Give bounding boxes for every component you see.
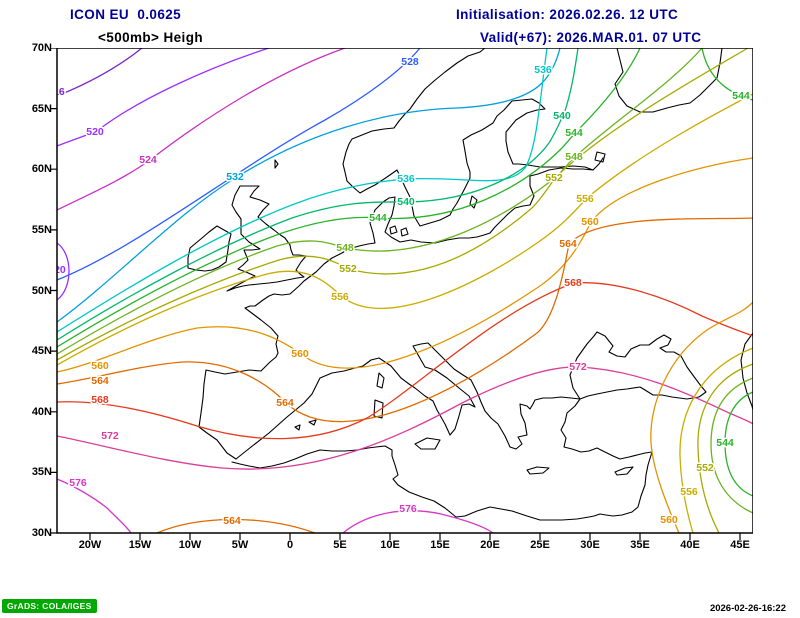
creation-timestamp: 2026-02-26-16:22 <box>709 603 786 614</box>
contour-label: 528 <box>401 56 419 68</box>
coastline-uk-ireland-islands <box>187 151 634 476</box>
contour-label: 564 <box>559 238 577 250</box>
coastline-atlantic-baltic-scandinavia <box>198 48 753 460</box>
contour-576-southwest-line <box>57 478 132 533</box>
contour-label: 532 <box>226 171 244 183</box>
contour-524-line <box>57 48 346 211</box>
model-title: ICON EU 0.0625 <box>70 7 182 22</box>
contour-label: 544 <box>716 437 734 449</box>
contour-568-line <box>57 282 753 440</box>
lon-label-15w: 15W <box>128 539 152 551</box>
contour-label: 576 <box>399 503 417 515</box>
contour-552-line <box>57 48 749 361</box>
contour-label: 560 <box>660 514 678 526</box>
lon-label-20e: 20E <box>480 539 500 551</box>
contour-548-east-cutoff <box>710 377 753 514</box>
contour-label: 560 <box>291 348 309 360</box>
contour-label: 544 <box>732 90 750 102</box>
contour-label: 552 <box>696 462 714 474</box>
contour-label: 564 <box>276 397 294 409</box>
contour-544-northeast-arc <box>701 48 753 101</box>
lat-label-30n: 30N <box>31 527 52 539</box>
contour-544-east-cutoff <box>724 391 753 497</box>
lat-label-50n: 50N <box>31 285 52 297</box>
contour-label: 540 <box>553 110 571 122</box>
lon-label-35e: 35E <box>630 539 650 551</box>
map-frame <box>56 48 753 534</box>
grads-brand-badge: GrADS: COLA/IGES <box>2 599 97 613</box>
contour-label: 552 <box>339 263 357 275</box>
contour-560-southeast-line <box>650 301 753 533</box>
lon-label-10e: 10E <box>380 539 400 551</box>
contour-map: 516 520 520 524 528 532 536 536 540 540 … <box>48 48 753 540</box>
contour-564-line <box>57 217 753 423</box>
contour-536-line <box>57 48 548 333</box>
contour-556-east-cutoff <box>679 347 753 533</box>
contour-label: 560 <box>91 360 109 372</box>
coastline-mediterranean-blacksea-africa <box>231 331 707 521</box>
lon-label-15e: 15E <box>430 539 450 551</box>
lon-label-30e: 30E <box>580 539 600 551</box>
lon-label-25e: 25E <box>530 539 550 551</box>
lat-label-60n: 60N <box>31 163 52 175</box>
contour-label: 568 <box>564 277 582 289</box>
contour-label: 548 <box>565 151 583 163</box>
contour-label: 516 <box>48 86 65 98</box>
contour-548-line <box>57 48 703 355</box>
contour-label: 556 <box>331 291 349 303</box>
contour-label: 544 <box>369 212 387 224</box>
valid-time: Valid(+67): 2026.MAR.01. 07 UTC <box>480 30 702 45</box>
lat-label-70n: 70N <box>31 42 52 54</box>
contour-532-line <box>57 48 561 323</box>
field-title: <500mb> Heigh <box>98 30 203 45</box>
lon-label-5e: 5E <box>333 539 347 551</box>
lon-label-40e: 40E <box>680 539 700 551</box>
map-interior: 516 520 520 524 528 532 536 536 540 540 … <box>48 48 753 533</box>
lat-label-45n: 45N <box>31 345 52 357</box>
contour-516-line <box>57 48 143 97</box>
contour-label: 556 <box>576 193 594 205</box>
axis-ticks <box>50 48 741 540</box>
contour-label: 520 <box>86 126 104 138</box>
contour-label: 568 <box>91 394 109 406</box>
contour-576-south-arc <box>342 510 494 533</box>
contour-label: 552 <box>545 172 563 184</box>
lon-label-45e: 45E <box>730 539 750 551</box>
contour-label: 536 <box>534 64 552 76</box>
init-time: Initialisation: 2026.02.26. 12 UTC <box>456 7 679 22</box>
lon-label-0: 0 <box>286 539 294 551</box>
lat-label-65n: 65N <box>31 103 52 115</box>
contour-520-edge-lobe <box>57 242 70 301</box>
contour-572-line <box>57 366 753 470</box>
contour-564-south-arc <box>156 518 316 533</box>
contour-label: 536 <box>397 173 415 185</box>
lat-label-55n: 55N <box>31 224 52 236</box>
contour-560-line <box>57 157 753 373</box>
contour-label: 560 <box>581 216 599 228</box>
contour-label: 572 <box>101 430 119 442</box>
lat-label-40n: 40N <box>31 406 52 418</box>
contour-528-line <box>57 48 421 281</box>
contour-label: 564 <box>223 515 241 527</box>
contour-label: 544 <box>565 127 583 139</box>
contour-label: 564 <box>91 375 109 387</box>
contour-520-line <box>57 48 270 147</box>
lon-label-5w: 5W <box>231 539 249 551</box>
contour-label: 540 <box>397 196 415 208</box>
contour-label: 576 <box>69 477 87 489</box>
contour-552-east-cutoff <box>697 363 753 533</box>
lon-label-20w: 20W <box>78 539 102 551</box>
contour-label: 548 <box>336 242 354 254</box>
contour-label: 556 <box>680 486 698 498</box>
contour-label: 520 <box>48 264 66 276</box>
contour-556-line <box>57 93 753 366</box>
lon-label-10w: 10W <box>178 539 202 551</box>
contour-label: 524 <box>139 154 157 166</box>
contour-540-line <box>57 48 579 341</box>
contour-label: 572 <box>569 361 587 373</box>
lat-label-35n: 35N <box>31 466 52 478</box>
contour-544-line <box>57 48 641 348</box>
